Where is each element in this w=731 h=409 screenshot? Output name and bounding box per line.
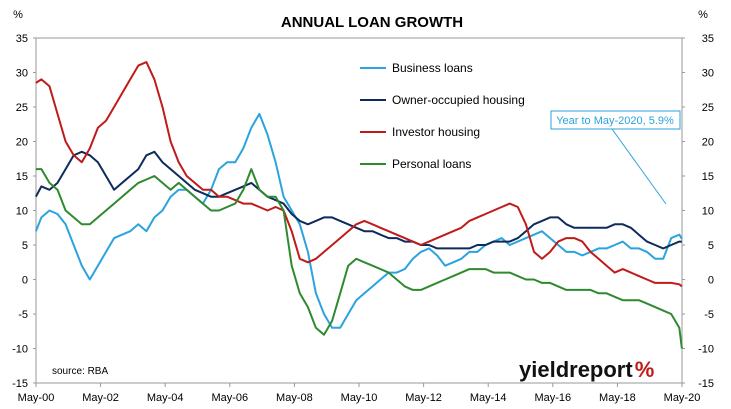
svg-text:yieldreport%: yieldreport% bbox=[519, 357, 654, 382]
x-tick-label: May-02 bbox=[82, 392, 119, 404]
y-tick-label-right: 10 bbox=[702, 206, 714, 218]
legend-label-owner-occupied-housing: Owner-occupied housing bbox=[392, 93, 525, 107]
series-line-personal-loans bbox=[35, 168, 683, 349]
y-tick-label-left: -15 bbox=[12, 378, 28, 390]
plot-area bbox=[35, 37, 683, 384]
x-tick-label: May-20 bbox=[664, 392, 701, 404]
series-line-investor-housing bbox=[35, 61, 683, 288]
legend: Business loans Owner-occupied housing Inve… bbox=[360, 61, 525, 171]
y-tick-label-left: 5 bbox=[22, 240, 28, 252]
y-tick-label-right: -15 bbox=[698, 378, 714, 390]
y-tick-label-left: 10 bbox=[16, 206, 28, 218]
y-tick-label-right: 35 bbox=[702, 33, 714, 45]
y-axis-right-unit: % bbox=[698, 9, 708, 21]
y-tick-label-right: -5 bbox=[704, 309, 714, 321]
annotation-label: Year to May-2020, 5.9% bbox=[556, 115, 674, 127]
y-tick-label-left: -5 bbox=[18, 309, 28, 321]
brand-percent-mark: % bbox=[635, 357, 655, 382]
x-tick-label: May-00 bbox=[18, 392, 55, 404]
series-lines bbox=[34, 61, 683, 349]
x-tick-label: May-10 bbox=[341, 392, 378, 404]
y-axis-left: 35 30 25 20 15 10 5 0 -5 -10 -15 bbox=[12, 33, 36, 390]
brand-wordmark: yieldreport bbox=[519, 357, 633, 382]
y-tick-label-left: -10 bbox=[12, 344, 28, 356]
y-axis-left-unit: % bbox=[13, 9, 23, 21]
y-tick-label-left: 15 bbox=[16, 171, 28, 183]
y-axis-right: 35 30 25 20 15 10 5 0 -5 -10 -15 bbox=[682, 33, 714, 390]
legend-label-business-loans: Business loans bbox=[392, 61, 473, 75]
series-line-business-loans bbox=[34, 112, 683, 329]
series-line-owner-occupied-housing bbox=[35, 150, 682, 250]
x-tick-label: May-04 bbox=[147, 392, 184, 404]
y-tick-label-left: 35 bbox=[16, 33, 28, 45]
y-tick-label-left: 20 bbox=[16, 137, 28, 149]
brand-logo: yieldreport% bbox=[519, 357, 654, 382]
y-tick-label-right: 20 bbox=[702, 137, 714, 149]
legend-label-investor-housing: Investor housing bbox=[392, 125, 480, 139]
x-axis: May-00 May-02 May-04 May-06 May-08 May-10 May-… bbox=[18, 383, 701, 404]
y-tick-label-left: 30 bbox=[16, 68, 28, 80]
y-tick-label-right: 15 bbox=[702, 171, 714, 183]
y-tick-label-right: 25 bbox=[702, 102, 714, 114]
y-tick-label-right: 0 bbox=[708, 275, 714, 287]
chart-title: ANNUAL LOAN GROWTH bbox=[281, 14, 463, 31]
x-tick-label: May-06 bbox=[211, 392, 248, 404]
x-tick-label: May-16 bbox=[534, 392, 571, 404]
x-tick-label: May-14 bbox=[470, 392, 507, 404]
annotation-box bbox=[550, 110, 681, 130]
annotation-leader-line bbox=[611, 128, 667, 205]
y-tick-label-left: 0 bbox=[22, 275, 28, 287]
y-tick-label-right: 5 bbox=[708, 240, 714, 252]
y-tick-label-right: -10 bbox=[698, 344, 714, 356]
x-tick-label: May-08 bbox=[276, 392, 313, 404]
legend-label-personal-loans: Personal loans bbox=[392, 157, 471, 171]
source-note: source: RBA bbox=[52, 366, 108, 377]
y-tick-label-right: 30 bbox=[702, 68, 714, 80]
y-tick-label-left: 25 bbox=[16, 102, 28, 114]
x-tick-label: May-18 bbox=[599, 392, 636, 404]
x-tick-label: May-12 bbox=[405, 392, 442, 404]
